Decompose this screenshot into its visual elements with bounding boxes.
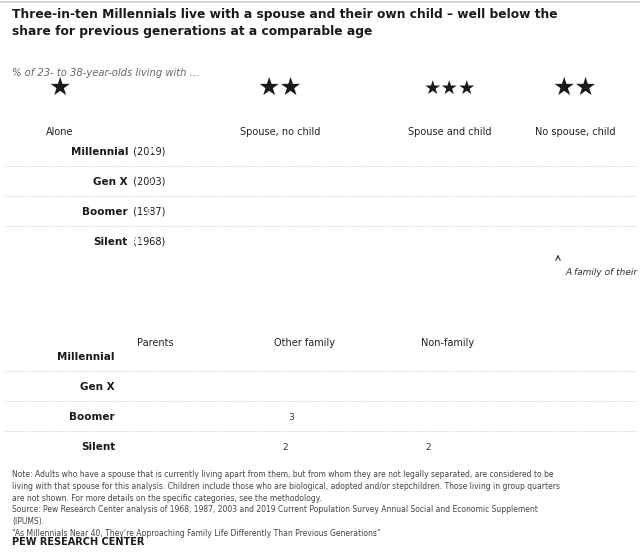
Text: Alone: Alone (46, 127, 74, 137)
Text: 30: 30 (355, 147, 367, 157)
Text: Note: Adults who have a spouse that is currently living apart from them, but fro: Note: Adults who have a spouse that is c… (12, 470, 560, 538)
Text: 9: 9 (147, 383, 152, 391)
Text: 3: 3 (289, 412, 294, 422)
Text: 70: 70 (426, 237, 438, 247)
Text: 46: 46 (384, 208, 396, 216)
Text: ★★: ★★ (258, 76, 302, 100)
Text: A family of their own.: A family of their own. (565, 268, 640, 277)
Text: 12: 12 (576, 147, 588, 157)
Text: Silent: Silent (81, 442, 115, 452)
Text: Millennial: Millennial (58, 352, 115, 362)
Text: 2: 2 (425, 443, 431, 452)
Text: 9: 9 (147, 178, 153, 187)
Text: 9: 9 (435, 412, 440, 422)
Text: 14: 14 (242, 208, 253, 216)
Text: 11: 11 (150, 412, 161, 422)
Text: (1987): (1987) (130, 207, 165, 217)
Text: 14: 14 (305, 353, 316, 362)
Text: (2019): (2019) (130, 147, 165, 157)
Text: 3%: 3% (129, 237, 144, 247)
FancyArrowPatch shape (556, 256, 560, 261)
Text: (2003): (2003) (130, 177, 165, 187)
Text: 7: 7 (428, 383, 434, 391)
Text: Boomer: Boomer (69, 412, 115, 422)
Text: Spouse, no child: Spouse, no child (240, 127, 320, 137)
Text: No spouse, child: No spouse, child (535, 127, 615, 137)
Text: Boomer: Boomer (83, 207, 128, 217)
Text: 13: 13 (239, 147, 251, 157)
Text: Gen X: Gen X (81, 382, 115, 392)
Text: Three-in-ten Millennials live with a spouse and their own child – well below the: Three-in-ten Millennials live with a spo… (12, 8, 557, 38)
Text: % of 23- to 38-year-olds living with ...: % of 23- to 38-year-olds living with ... (12, 68, 199, 78)
Text: (1968): (1968) (130, 237, 165, 247)
Text: 9: 9 (573, 208, 579, 216)
Text: 9: 9 (147, 147, 153, 157)
Text: ★★: ★★ (552, 76, 597, 100)
Text: 8: 8 (143, 443, 149, 452)
Text: 2: 2 (282, 443, 287, 452)
Text: 12: 12 (576, 178, 588, 187)
Text: 40: 40 (373, 178, 385, 187)
Text: PEW RESEARCH CENTER: PEW RESEARCH CENTER (12, 537, 145, 547)
Text: Gen X: Gen X (93, 177, 128, 187)
Text: Millennial: Millennial (70, 147, 128, 157)
Text: 4: 4 (563, 237, 569, 247)
Text: 13: 13 (239, 178, 251, 187)
Text: 14: 14 (160, 353, 171, 362)
Text: 8: 8 (145, 208, 151, 216)
Text: ★: ★ (49, 76, 71, 100)
Text: Spouse and child: Spouse and child (408, 127, 492, 137)
Text: Non-family: Non-family (421, 338, 475, 348)
Text: 7: 7 (428, 353, 434, 362)
Text: 9: 9 (291, 383, 297, 391)
Text: 12: 12 (237, 237, 248, 247)
Text: Silent: Silent (93, 237, 128, 247)
Text: Parents: Parents (137, 338, 173, 348)
Text: ★★★: ★★★ (424, 78, 476, 98)
Text: Other family: Other family (275, 338, 335, 348)
